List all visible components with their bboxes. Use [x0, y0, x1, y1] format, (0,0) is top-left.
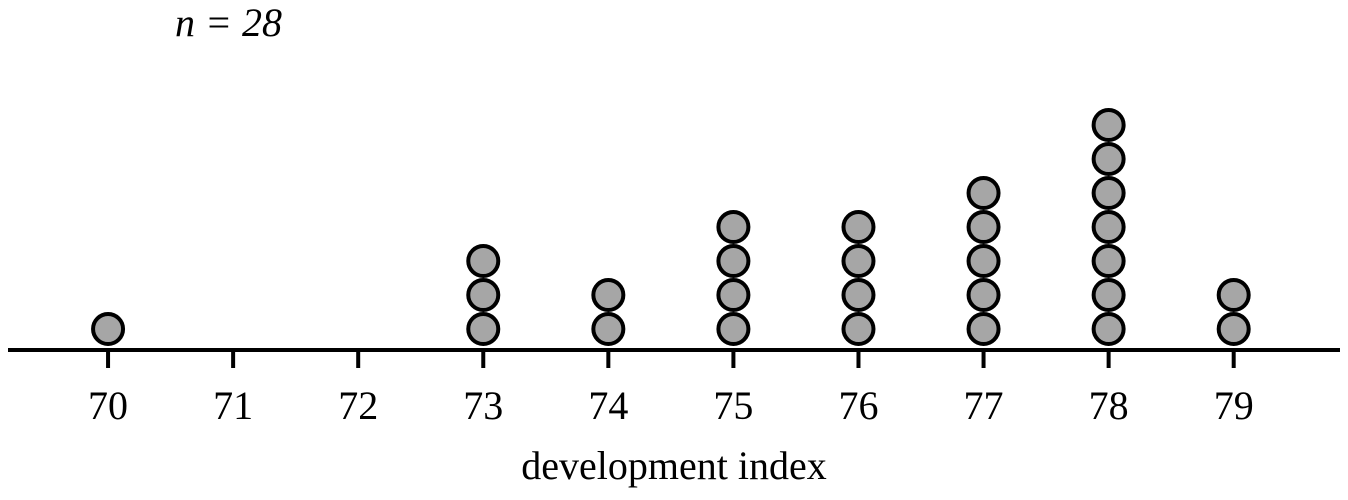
- dot: [1216, 278, 1251, 312]
- dot: [841, 278, 876, 312]
- x-tick-label: 71: [213, 383, 253, 428]
- dot: [91, 312, 126, 346]
- x-axis-label: development index: [521, 443, 826, 488]
- dot: [966, 278, 1001, 312]
- dot: [716, 210, 751, 244]
- x-tick-label: 77: [964, 383, 1004, 428]
- dot: [841, 244, 876, 278]
- dot: [591, 312, 626, 346]
- dot: [716, 244, 751, 278]
- dot: [466, 312, 501, 346]
- dot: [716, 278, 751, 312]
- dot: [966, 176, 1001, 210]
- dot: [466, 244, 501, 278]
- x-tick-label: 75: [713, 383, 753, 428]
- dot: [716, 312, 751, 346]
- x-tick-label: 78: [1089, 383, 1129, 428]
- dot: [1091, 142, 1126, 176]
- dot: [966, 244, 1001, 278]
- dot: [1216, 312, 1251, 346]
- dot: [841, 312, 876, 346]
- dot: [1091, 108, 1126, 142]
- x-tick-label: 74: [588, 383, 628, 428]
- dot: [1091, 244, 1126, 278]
- x-tick-label: 73: [463, 383, 503, 428]
- x-tick-label: 79: [1214, 383, 1254, 428]
- dot: [841, 210, 876, 244]
- x-tick-label: 70: [88, 383, 128, 428]
- dot: [591, 278, 626, 312]
- dot: [1091, 312, 1126, 346]
- dot: [466, 278, 501, 312]
- dot: [1091, 176, 1126, 210]
- dot: [966, 312, 1001, 346]
- dot: [966, 210, 1001, 244]
- x-tick-label: 76: [838, 383, 878, 428]
- annotation: n = 28: [175, 0, 282, 45]
- dot: [1091, 210, 1126, 244]
- dot: [1091, 278, 1126, 312]
- x-tick-label: 72: [338, 383, 378, 428]
